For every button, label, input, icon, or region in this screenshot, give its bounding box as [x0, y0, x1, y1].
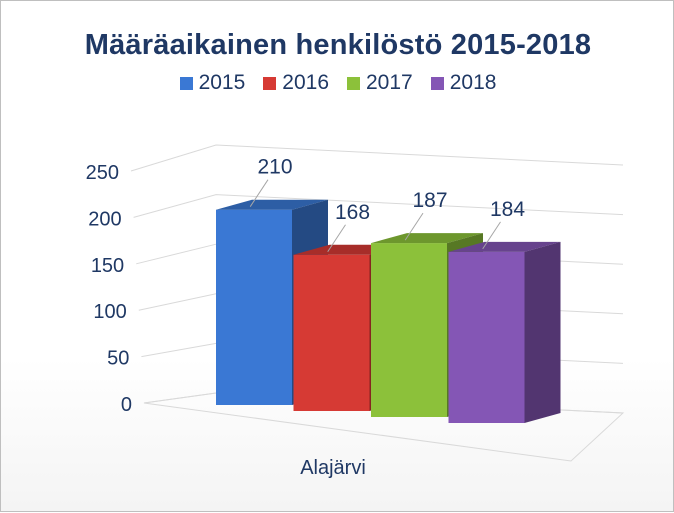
legend-item-2017: 2017 — [347, 71, 413, 95]
y-tick-label: 250 — [86, 162, 119, 184]
legend-item-2015: 2015 — [179, 71, 246, 95]
y-tick-label: 50 — [107, 348, 129, 370]
bar-2015-top — [216, 199, 328, 210]
bar-2018-front — [448, 251, 525, 423]
legend-label-2018: 2018 — [449, 71, 497, 94]
bar-2016-front — [293, 254, 370, 411]
legend-label-2015: 2015 — [198, 71, 246, 94]
data-label-leader — [482, 221, 501, 250]
data-label-leader — [249, 179, 269, 207]
bar-2015-front — [216, 209, 292, 405]
y-tick-label: 100 — [93, 301, 126, 323]
data-label-2017: 187 — [412, 189, 447, 212]
legend-label-2017: 2017 — [366, 71, 413, 94]
data-label-2016: 168 — [335, 201, 370, 224]
chart-title: Määräaikainen henkilöstö 2015-2018 — [84, 29, 592, 61]
bar-2017-front — [371, 243, 447, 417]
bar-2018-side — [524, 241, 561, 423]
y-tick-label: 0 — [121, 394, 132, 416]
legend-item-2018: 2018 — [430, 71, 497, 95]
data-label-leader — [327, 224, 346, 253]
legend-swatch-2018 — [430, 76, 444, 90]
legend-swatch-2017 — [347, 76, 360, 90]
y-tick-label: 150 — [91, 255, 124, 277]
data-label-2018: 184 — [490, 198, 525, 221]
data-label-2015: 210 — [257, 156, 292, 179]
legend-swatch-2016 — [263, 76, 277, 90]
legend-swatch-2015 — [179, 76, 193, 90]
gridline-250 — [130, 144, 624, 172]
x-category-label: Alajärvi — [300, 457, 366, 479]
y-tick-label: 200 — [88, 208, 121, 230]
data-label-leader — [404, 212, 424, 241]
legend-item-2016: 2016 — [263, 71, 329, 95]
chart-legend: 2015 2016 2017 2018 — [1, 71, 674, 95]
legend-label-2016: 2016 — [282, 71, 329, 94]
gridline-200 — [133, 194, 624, 218]
bar-2018-top — [448, 241, 561, 252]
bar-2017-top — [371, 233, 483, 244]
